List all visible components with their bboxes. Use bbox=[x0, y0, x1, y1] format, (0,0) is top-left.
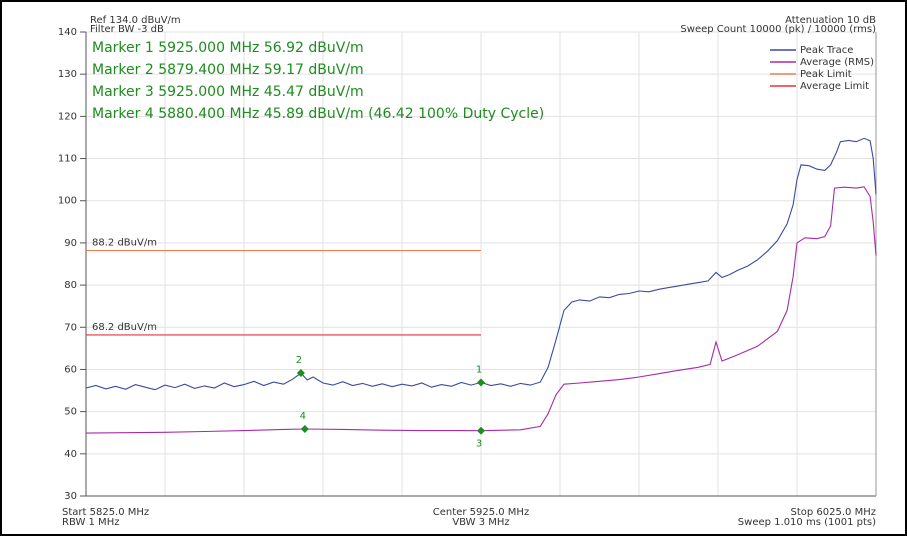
legend-label: Peak Trace bbox=[800, 45, 853, 56]
trace-line bbox=[85, 137, 877, 391]
y-tick-label: 60 bbox=[64, 364, 77, 375]
marker-label: 4 bbox=[300, 411, 306, 422]
y-tick-label: 90 bbox=[64, 238, 77, 249]
legend-label: Average (RMS) bbox=[800, 57, 874, 68]
limit-label: 88.2 dBuV/m bbox=[92, 238, 157, 249]
y-tick-label: 70 bbox=[64, 322, 77, 333]
info-text: Attenuation 10 dB bbox=[785, 15, 876, 26]
y-tick-label: 100 bbox=[58, 196, 77, 207]
y-tick-label: 30 bbox=[64, 491, 77, 502]
y-tick-label: 110 bbox=[58, 154, 77, 165]
y-tick-label: 130 bbox=[58, 69, 77, 80]
info-text: Sweep Count 10000 (pk) / 10000 (rms) bbox=[680, 24, 876, 35]
marker-label: 3 bbox=[476, 439, 482, 450]
marker-label: 2 bbox=[296, 355, 302, 366]
y-tick-label: 120 bbox=[58, 111, 77, 122]
marker-point bbox=[296, 368, 305, 377]
legend-label: Peak Limit bbox=[800, 69, 852, 80]
info-text: RBW 1 MHz bbox=[62, 517, 119, 528]
info-text: Ref 134.0 dBuV/m bbox=[90, 15, 181, 26]
marker-readout: Marker 2 5879.400 MHz 59.17 dBuV/m bbox=[92, 62, 364, 78]
legend-label: Average Limit bbox=[800, 81, 869, 92]
trace-line bbox=[85, 186, 877, 434]
info-text: Start 5825.0 MHz bbox=[62, 507, 149, 518]
marker-readout: Marker 3 5925.000 MHz 45.47 dBuV/m bbox=[92, 84, 364, 100]
marker-readout: Marker 1 5925.000 MHz 56.92 dBuV/m bbox=[92, 40, 364, 56]
y-tick-label: 40 bbox=[64, 449, 77, 460]
y-tick-label: 140 bbox=[58, 27, 77, 38]
marker-label: 1 bbox=[476, 364, 482, 375]
marker-point bbox=[477, 426, 485, 435]
y-tick-label: 50 bbox=[64, 407, 77, 418]
limit-label: 68.2 dBuV/m bbox=[92, 322, 157, 333]
info-text: Center 5925.0 MHz bbox=[433, 507, 529, 518]
info-text: Sweep 1.010 ms (1001 pts) bbox=[738, 517, 876, 528]
info-text: Filter BW -3 dB bbox=[90, 24, 164, 35]
y-tick-label: 80 bbox=[64, 280, 77, 291]
info-text: VBW 3 MHz bbox=[452, 517, 509, 528]
marker-readout: Marker 4 5880.400 MHz 45.89 dBuV/m (46.4… bbox=[92, 106, 544, 122]
info-text: Stop 6025.0 MHz bbox=[791, 507, 876, 518]
marker-point bbox=[300, 424, 309, 433]
marker-point bbox=[477, 378, 485, 387]
